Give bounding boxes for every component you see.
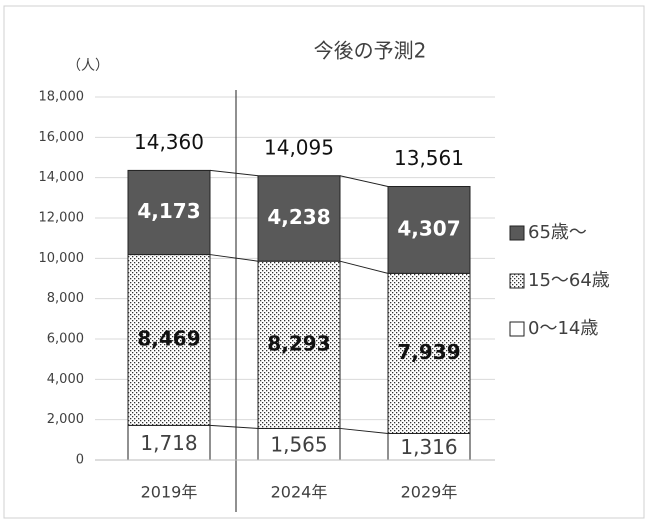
bar-segment: [127, 254, 211, 426]
total-label: 14,360: [134, 130, 204, 154]
bar-segment: [257, 427, 341, 461]
y-tick-label: 18,000: [39, 90, 85, 105]
data-label: 8,293: [267, 331, 330, 355]
x-tick-label: 2019年: [141, 483, 198, 502]
total-label: 13,561: [394, 146, 464, 170]
y-tick-label: 2,000: [47, 412, 84, 427]
y-tick-label: 6,000: [47, 332, 84, 347]
x-tick-label: 2029年: [401, 483, 458, 502]
bar-segment: [387, 432, 471, 461]
data-label: 1,565: [270, 433, 327, 457]
connector: [339, 175, 389, 187]
legend-label: 65歳〜: [528, 222, 587, 243]
legend-swatch: [509, 273, 525, 289]
total-label: 14,095: [264, 135, 334, 159]
data-label: 8,469: [137, 326, 200, 350]
data-label: 1,718: [140, 431, 197, 455]
y-tick-label: 8,000: [47, 291, 84, 306]
y-tick-label: 10,000: [39, 251, 85, 266]
connector: [209, 424, 259, 429]
bar-segment: [387, 185, 471, 274]
legend-label: 0〜14歳: [528, 318, 598, 339]
y-tick-label: 4,000: [47, 372, 84, 387]
connector: [209, 169, 259, 177]
data-label: 7,939: [397, 340, 460, 364]
y-tick-label: 12,000: [39, 211, 85, 226]
connector: [209, 254, 259, 262]
x-tick-label: 2024年: [271, 483, 328, 502]
bar-segment: [127, 169, 211, 256]
data-label: 4,238: [267, 205, 330, 229]
y-tick-label: 0: [76, 453, 84, 468]
data-label: 4,173: [137, 199, 200, 223]
connector: [339, 427, 389, 434]
legend-label: 15〜64歳: [528, 270, 610, 291]
data-label: 1,316: [400, 435, 457, 459]
connector: [339, 260, 389, 274]
bar-segment: [257, 260, 341, 429]
bar-segment: [257, 175, 341, 262]
y-tick-label: 16,000: [39, 130, 85, 145]
y-axis-label: （人）: [67, 58, 109, 74]
data-label: 4,307: [397, 216, 460, 240]
y-tick-label: 14,000: [39, 170, 85, 185]
chart-title: 今後の予測2: [314, 39, 427, 63]
chart-border: [3, 5, 645, 519]
bar-segment: [387, 272, 471, 434]
legend-swatch: [509, 225, 525, 241]
legend-swatch: [509, 321, 525, 337]
